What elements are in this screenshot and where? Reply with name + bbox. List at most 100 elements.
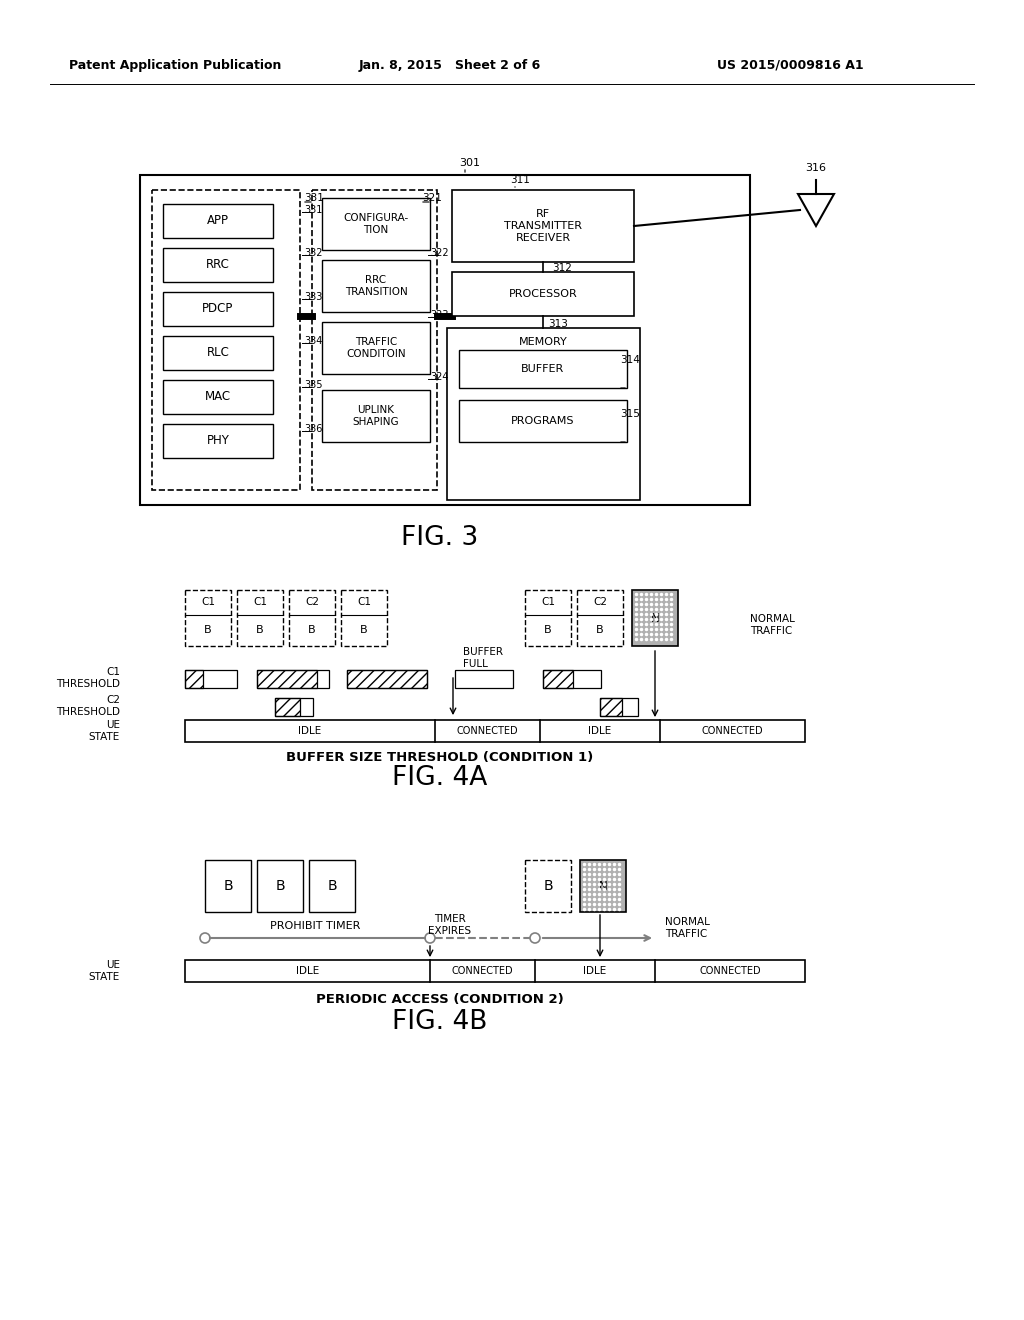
Bar — [312, 190, 437, 490]
Bar — [632, 590, 678, 645]
Bar — [275, 698, 313, 715]
Text: PROGRAMS: PROGRAMS — [511, 416, 574, 426]
Text: C1
THRESHOLD: C1 THRESHOLD — [56, 667, 120, 689]
Text: 322: 322 — [430, 248, 449, 257]
Text: IDLE: IDLE — [298, 726, 322, 737]
Bar — [341, 590, 387, 645]
Bar — [163, 248, 273, 282]
Bar — [459, 350, 627, 388]
Text: 324: 324 — [430, 372, 449, 381]
Text: RRC: RRC — [206, 259, 230, 272]
Text: 332: 332 — [304, 248, 323, 257]
Text: C1: C1 — [253, 598, 267, 607]
Bar — [309, 861, 355, 912]
Bar — [452, 190, 634, 261]
Text: B: B — [544, 626, 552, 635]
Bar — [580, 861, 626, 912]
Bar — [600, 698, 638, 715]
Bar — [163, 337, 273, 370]
Bar — [322, 198, 430, 249]
Text: B: B — [256, 626, 264, 635]
Text: B: B — [596, 626, 604, 635]
Bar — [347, 671, 427, 688]
Text: APP: APP — [207, 214, 229, 227]
Text: N: N — [650, 611, 659, 624]
Text: 323: 323 — [430, 310, 449, 319]
Text: NORMAL
TRAFFIC: NORMAL TRAFFIC — [750, 614, 795, 636]
Text: 321: 321 — [422, 193, 442, 203]
Bar — [600, 698, 622, 715]
Text: 312: 312 — [552, 263, 572, 273]
Text: C1: C1 — [201, 598, 215, 607]
Text: PROHIBIT TIMER: PROHIBIT TIMER — [269, 921, 360, 931]
Bar — [289, 590, 335, 645]
Bar — [205, 861, 251, 912]
Bar — [577, 590, 623, 645]
Text: TIMER
EXPIRES: TIMER EXPIRES — [428, 915, 472, 936]
Text: 315: 315 — [620, 409, 640, 418]
Text: 334: 334 — [304, 337, 323, 346]
Text: RF
TRANSMITTER
RECEIVER: RF TRANSMITTER RECEIVER — [504, 210, 582, 243]
Text: 333: 333 — [304, 292, 323, 302]
Bar — [452, 272, 634, 315]
Text: IDLE: IDLE — [296, 966, 319, 975]
Text: 331: 331 — [304, 193, 324, 203]
Bar — [185, 671, 203, 688]
Text: C2
THRESHOLD: C2 THRESHOLD — [56, 696, 120, 717]
Text: UE
STATE: UE STATE — [89, 960, 120, 982]
Text: Jan. 8, 2015   Sheet 2 of 6: Jan. 8, 2015 Sheet 2 of 6 — [358, 58, 541, 71]
Text: B: B — [328, 879, 337, 894]
Text: 316: 316 — [805, 162, 826, 173]
Text: BUFFER: BUFFER — [521, 364, 564, 374]
Text: B: B — [204, 626, 212, 635]
Text: CONNECTED: CONNECTED — [699, 966, 761, 975]
Text: B: B — [543, 879, 553, 894]
Bar — [185, 960, 805, 982]
Bar — [257, 861, 303, 912]
Text: BUFFER SIZE THRESHOLD (CONDITION 1): BUFFER SIZE THRESHOLD (CONDITION 1) — [287, 751, 594, 764]
Text: PHY: PHY — [207, 434, 229, 447]
Text: FIG. 3: FIG. 3 — [401, 525, 478, 550]
Text: C1: C1 — [541, 598, 555, 607]
Bar — [152, 190, 300, 490]
Bar — [163, 424, 273, 458]
Bar — [322, 389, 430, 442]
Text: 336: 336 — [304, 424, 323, 434]
Text: CONNECTED: CONNECTED — [452, 966, 513, 975]
Text: 301: 301 — [460, 158, 480, 168]
Bar — [347, 671, 427, 688]
Bar — [163, 292, 273, 326]
Bar — [163, 205, 273, 238]
Bar — [525, 861, 571, 912]
Bar — [185, 590, 231, 645]
Text: CONFIGURA-
TION: CONFIGURA- TION — [343, 214, 409, 235]
Bar — [455, 671, 513, 688]
Text: NORMAL
TRAFFIC: NORMAL TRAFFIC — [665, 917, 710, 939]
Text: TRAFFIC
CONDITOIN: TRAFFIC CONDITOIN — [346, 337, 406, 359]
Text: 311: 311 — [510, 176, 530, 185]
Bar — [275, 698, 300, 715]
Text: RLC: RLC — [207, 346, 229, 359]
Text: BUFFER
FULL: BUFFER FULL — [463, 647, 503, 669]
Text: MEMORY: MEMORY — [519, 337, 568, 347]
Bar — [237, 590, 283, 645]
Text: FIG. 4B: FIG. 4B — [392, 1008, 487, 1035]
Text: CONNECTED: CONNECTED — [701, 726, 763, 737]
Text: 314: 314 — [620, 355, 640, 366]
Text: 335: 335 — [304, 380, 323, 389]
Text: US 2015/0009816 A1: US 2015/0009816 A1 — [717, 58, 863, 71]
Text: IDLE: IDLE — [589, 726, 611, 737]
Text: PDCP: PDCP — [203, 302, 233, 315]
Bar — [185, 719, 805, 742]
Text: IDLE: IDLE — [584, 966, 606, 975]
Text: UPLINK
SHAPING: UPLINK SHAPING — [352, 405, 399, 426]
Text: B: B — [308, 626, 315, 635]
Bar — [185, 671, 237, 688]
Text: C1: C1 — [357, 598, 371, 607]
Text: FIG. 4A: FIG. 4A — [392, 766, 487, 791]
Bar — [543, 671, 573, 688]
Bar — [257, 671, 329, 688]
Bar — [447, 327, 640, 500]
Bar — [525, 590, 571, 645]
Bar — [543, 671, 601, 688]
